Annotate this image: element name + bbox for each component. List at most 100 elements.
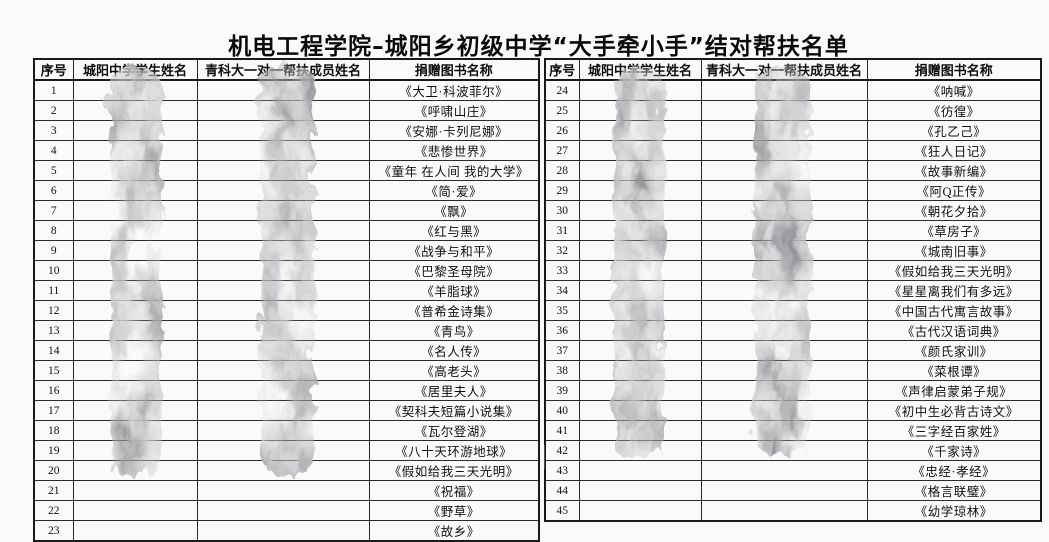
student-name-cell [72, 200, 198, 221]
helper-name-cell [196, 260, 370, 281]
book-title-cell: 《战争与和平》 [368, 240, 540, 261]
student-name-cell [578, 320, 702, 341]
table-row: 40 《初中生必背古诗文》 [544, 400, 1042, 421]
row-number-cell: 27 [544, 140, 580, 161]
row-number-cell: 1 [33, 79, 74, 101]
helper-name-cell [700, 440, 868, 461]
table-row: 11 《羊脂球》 [33, 280, 540, 301]
table-row: 44 《格言联璧》 [544, 480, 1042, 501]
book-title-cell: 《祝福》 [368, 480, 540, 501]
row-number-cell: 9 [33, 240, 74, 261]
student-name-cell [72, 300, 198, 321]
student-name-cell [578, 120, 702, 141]
student-name-cell [72, 340, 198, 361]
helper-name-cell [196, 420, 370, 441]
helper-name-cell [700, 100, 868, 121]
book-title-cell: 《悲惨世界》 [368, 140, 540, 161]
book-title-cell: 《初中生必背古诗文》 [866, 400, 1042, 421]
helper-name-cell [700, 260, 868, 281]
book-title-cell: 《假如给我三天光明》 [866, 260, 1042, 281]
helper-name-cell [196, 500, 370, 521]
row-number-cell: 32 [544, 240, 580, 261]
student-name-cell [72, 180, 198, 201]
student-name-cell [72, 120, 198, 141]
helper-name-cell [196, 160, 370, 181]
helper-name-cell [700, 340, 868, 361]
helper-name-cell [700, 180, 868, 201]
table-header-row: 序号 城阳中学学生姓名 青科大一对一帮扶成员姓名 捐赠图书名称 [544, 58, 1042, 81]
row-number-cell: 5 [33, 160, 74, 181]
table-row: 16 《居里夫人》 [33, 380, 540, 401]
row-number-cell: 19 [33, 440, 74, 461]
helper-name-cell [196, 200, 370, 221]
row-number-cell: 40 [544, 400, 580, 421]
helper-name-cell [196, 140, 370, 161]
book-title-cell: 《假如给我三天光明》 [368, 460, 540, 481]
student-name-cell [72, 380, 198, 401]
book-title-cell: 《呐喊》 [866, 79, 1042, 101]
book-title-cell: 《中国古代寓言故事》 [866, 300, 1042, 321]
student-name-cell [578, 340, 702, 361]
student-name-cell [578, 380, 702, 401]
helper-name-cell [700, 460, 868, 481]
student-name-cell [72, 280, 198, 301]
row-number-cell: 10 [33, 260, 74, 281]
table-row: 1 《大卫·科波菲尔》 [33, 79, 540, 101]
helper-name-cell [196, 340, 370, 361]
helper-name-cell [700, 220, 868, 241]
book-title-cell: 《古代汉语词典》 [866, 320, 1042, 341]
book-title-cell: 《声律启蒙弟子规》 [866, 380, 1042, 401]
helper-name-cell [700, 360, 868, 381]
row-number-cell: 16 [33, 380, 74, 401]
row-number-cell: 28 [544, 160, 580, 181]
student-name-cell [578, 240, 702, 261]
book-title-cell: 《狂人日记》 [866, 140, 1042, 161]
table-row: 41 《三字经百家姓》 [544, 420, 1042, 441]
helper-name-cell [700, 320, 868, 341]
helper-name-cell [196, 79, 370, 101]
book-title-cell: 《飘》 [368, 200, 540, 221]
helper-name-cell [700, 79, 868, 101]
pairing-table-left: 序号 城阳中学学生姓名 青科大一对一帮扶成员姓名 捐赠图书名称 1 《大卫·科波菲… [33, 58, 540, 542]
row-number-cell: 37 [544, 340, 580, 361]
helper-name-cell [196, 380, 370, 401]
col-header-student-name: 城阳中学学生姓名 [72, 58, 198, 81]
helper-name-cell [700, 380, 868, 401]
student-name-cell [578, 140, 702, 161]
table-row: 12 《普希金诗集》 [33, 300, 540, 321]
book-title-cell: 《八十天环游地球》 [368, 440, 540, 461]
book-title-cell: 《格言联璧》 [866, 480, 1042, 501]
book-title-cell: 《故乡》 [368, 520, 540, 542]
row-number-cell: 17 [33, 400, 74, 421]
helper-name-cell [700, 160, 868, 181]
table-row: 6 《简·爱》 [33, 180, 540, 201]
table-row: 37 《颜氏家训》 [544, 340, 1042, 361]
row-number-cell: 31 [544, 220, 580, 241]
student-name-cell [578, 79, 702, 101]
book-title-cell: 《高老头》 [368, 360, 540, 381]
student-name-cell [578, 500, 702, 522]
book-title-cell: 《城南旧事》 [866, 240, 1042, 261]
book-title-cell: 《居里夫人》 [368, 380, 540, 401]
col-header-helper-name: 青科大一对一帮扶成员姓名 [700, 58, 868, 81]
row-number-cell: 24 [544, 79, 580, 101]
student-name-cell [72, 440, 198, 461]
student-name-cell [578, 420, 702, 441]
table-row: 29 《阿Q正传》 [544, 180, 1042, 201]
table-row: 17 《契科夫短篇小说集》 [33, 400, 540, 421]
table-row: 30 《朝花夕拾》 [544, 200, 1042, 221]
student-name-cell [578, 400, 702, 421]
student-name-cell [578, 300, 702, 321]
book-title-cell: 《阿Q正传》 [866, 180, 1042, 201]
student-name-cell [72, 320, 198, 341]
book-title-cell: 《颜氏家训》 [866, 340, 1042, 361]
table-row: 39 《声律启蒙弟子规》 [544, 380, 1042, 401]
student-name-cell [578, 180, 702, 201]
helper-name-cell [196, 280, 370, 301]
table-row: 26 《孔乙己》 [544, 120, 1042, 141]
row-number-cell: 43 [544, 460, 580, 481]
col-header-book-title: 捐赠图书名称 [368, 58, 540, 81]
row-number-cell: 15 [33, 360, 74, 381]
table-row: 24 《呐喊》 [544, 79, 1042, 101]
student-name-cell [72, 480, 198, 501]
